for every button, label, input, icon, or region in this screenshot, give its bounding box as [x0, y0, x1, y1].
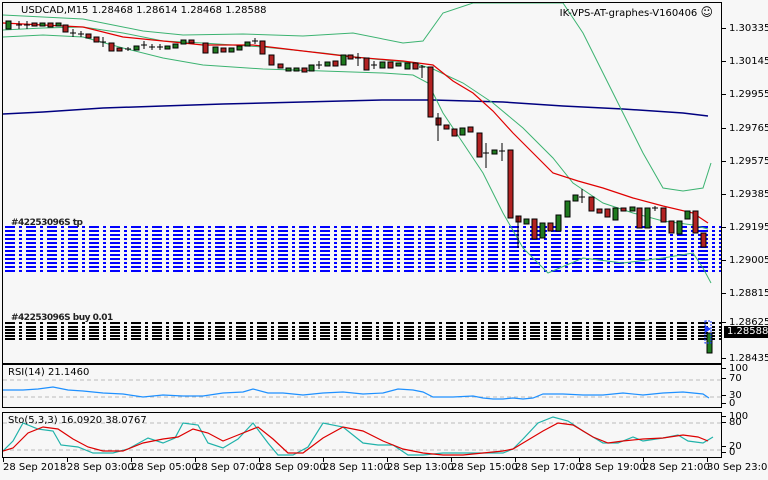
- time-tick-mark: [67, 457, 68, 462]
- time-tick-label: 28 Sep 09:00: [259, 462, 326, 473]
- rsi-level-label: 70: [722, 374, 742, 384]
- time-tick-label: 28 Sep 19:00: [579, 462, 646, 473]
- bollinger-lower: [3, 34, 712, 284]
- order-label-tp: #42253096S tp: [11, 218, 83, 228]
- time-tick-mark: [451, 457, 452, 462]
- stoch-level-label: 80: [722, 418, 742, 428]
- time-tick-mark: [515, 457, 516, 462]
- stochastic-axis: 100 80 20 0: [722, 412, 768, 458]
- order-lines-upper: [5, 226, 721, 272]
- time-tick-mark: [3, 457, 4, 462]
- price-chart-canvas: [3, 3, 721, 354]
- rsi-level-label: 30: [722, 391, 742, 401]
- price-tick: 1.28625: [722, 318, 768, 328]
- time-tick-label: 28 Sep 15:00: [451, 462, 518, 473]
- time-tick-label: 28 Sep 03:00: [67, 462, 134, 473]
- time-tick-label: 28 Sep 2018: [3, 462, 67, 473]
- time-tick-mark: [259, 457, 260, 462]
- time-tick-mark: [323, 457, 324, 462]
- time-tick-mark: [643, 457, 644, 462]
- price-tick: 1.30145: [722, 57, 768, 67]
- price-tick: 1.29385: [722, 190, 768, 200]
- symbol-info-label: USDCAD,M15 1.28468 1.28614 1.28468 1.285…: [21, 5, 267, 16]
- price-tick: 1.28435: [722, 354, 768, 364]
- buy-arrow-marker: [704, 320, 712, 344]
- stochastic-canvas: [3, 416, 723, 456]
- rsi-line: [3, 386, 710, 400]
- time-tick-label: 28 Sep 17:00: [515, 462, 582, 473]
- expert-advisor-label[interactable]: IK-VPS-AT-graphes-V160406 ☺: [560, 5, 713, 19]
- smiley-icon: ☺: [700, 5, 713, 19]
- rsi-level-label: 100: [722, 364, 748, 374]
- long-ma-line: [3, 99, 709, 117]
- time-tick-label: 28 Sep 11:00: [323, 462, 390, 473]
- rsi-title: RSI(14) 21.1460: [8, 367, 90, 378]
- moving-average-red: [3, 22, 709, 224]
- time-tick-mark: [387, 457, 388, 462]
- candlesticks: [5, 20, 713, 354]
- bollinger-upper: [3, 3, 712, 192]
- rsi-panel[interactable]: RSI(14) 21.1460: [2, 364, 723, 408]
- time-tick-mark: [579, 457, 580, 462]
- time-tick-mark: [707, 457, 708, 462]
- rsi-canvas: [3, 379, 723, 400]
- time-tick-mark: [131, 457, 132, 462]
- stochastic-panel[interactable]: Sto(5,3,3) 16.0920 38.0767: [2, 412, 723, 458]
- stoch-level-label: 20: [722, 442, 742, 452]
- time-tick-label: 28 Sep 21:00: [643, 462, 710, 473]
- order-lines-lower: [5, 322, 721, 340]
- expert-name: IK-VPS-AT-graphes-V160406: [559, 8, 698, 19]
- price-tick: 1.28815: [722, 289, 768, 299]
- price-tick: 1.30335: [722, 24, 768, 34]
- time-tick-label: 28 Sep 07:00: [195, 462, 262, 473]
- price-tick: 1.29955: [722, 90, 768, 100]
- order-label-buy: #42253096S buy 0.01: [11, 313, 113, 323]
- stoch-level-label: 0: [722, 448, 735, 458]
- time-tick-label: 28 Sep 13:00: [387, 462, 454, 473]
- price-tick: 1.29575: [722, 157, 768, 167]
- time-tick-label: 28 Sep 05:00: [131, 462, 198, 473]
- price-tick: 1.29005: [722, 256, 768, 266]
- current-price-tag: 1.28588: [724, 326, 768, 338]
- rsi-axis: 100 70 30 0: [722, 364, 768, 409]
- main-price-panel[interactable]: USDCAD,M15 1.28468 1.28614 1.28468 1.285…: [2, 2, 722, 364]
- time-tick-mark: [195, 457, 196, 462]
- price-axis[interactable]: 1.30335 1.30145 1.29955 1.29765 1.29575 …: [722, 0, 768, 364]
- stochastic-signal-line: [3, 422, 709, 456]
- time-tick-label: 30 Sep 23:00: [707, 462, 768, 473]
- price-tick: 1.29195: [722, 223, 768, 233]
- rsi-level-label: 0: [722, 399, 735, 409]
- price-tick: 1.29765: [722, 124, 768, 134]
- stochastic-title: Sto(5,3,3) 16.0920 38.0767: [8, 415, 147, 426]
